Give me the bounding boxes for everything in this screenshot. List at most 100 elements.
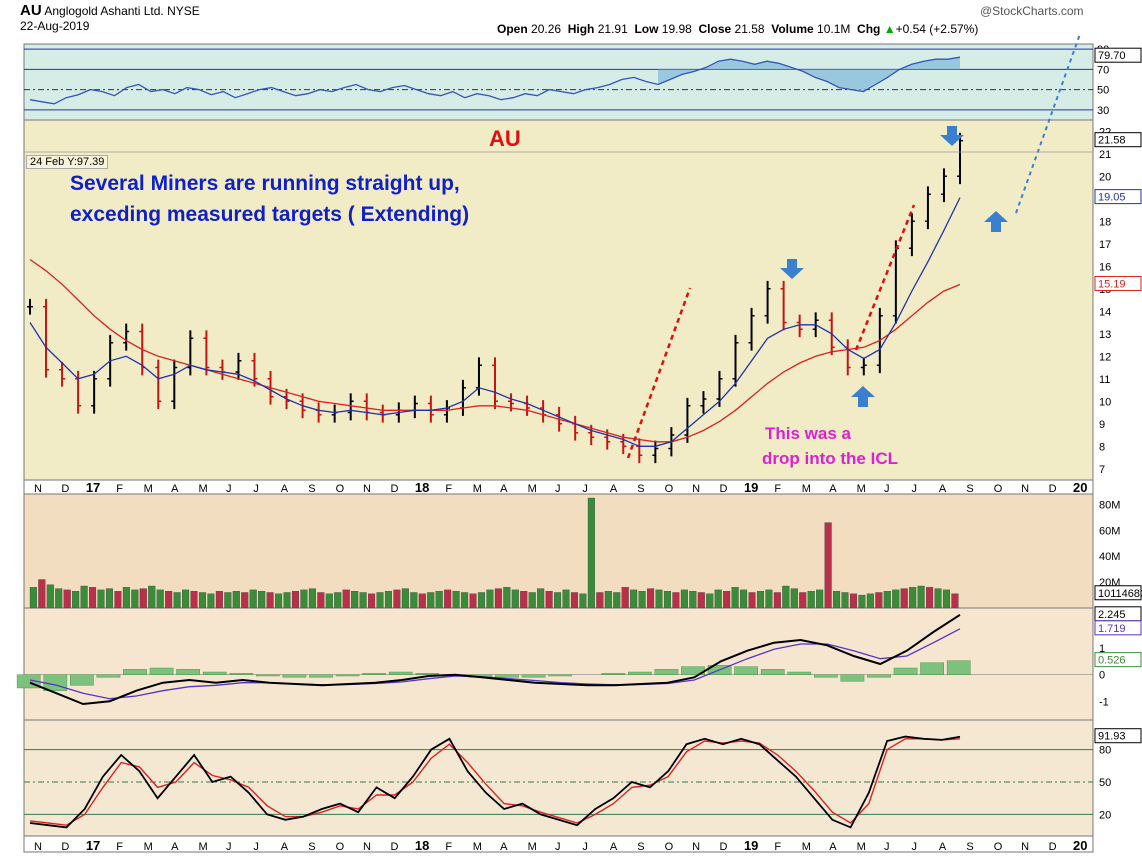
macd-histogram-bar (335, 674, 360, 677)
volume-bar (926, 587, 934, 609)
x-axis-top-tick-label: J (884, 483, 890, 495)
volume-bar (435, 591, 443, 609)
volume-bar (782, 585, 790, 609)
volume-bar (942, 589, 951, 609)
x-axis-top-tick-label: 17 (86, 480, 100, 495)
volume-last-value-box (1094, 585, 1142, 601)
price-tick-label: 10 (1099, 396, 1111, 408)
x-axis-bottom-tick-label: O (994, 841, 1003, 853)
macd-histogram-bar (309, 674, 333, 678)
open-label: Open (497, 22, 528, 36)
volume-bar (917, 585, 925, 609)
volume-bar (689, 591, 697, 609)
volume-bar (680, 589, 688, 609)
macd-histogram-bar (123, 669, 147, 675)
price-ma-fast-label: 19.05 (1098, 192, 1126, 204)
volume-bar (841, 592, 849, 609)
volume-bar (46, 584, 54, 609)
exchange: NYSE (167, 4, 200, 18)
macd-histogram-bar (282, 674, 307, 678)
x-axis-bottom-tick-label: J (911, 841, 917, 853)
volume-bar (122, 587, 130, 609)
volume-bar (731, 587, 739, 609)
x-axis-top-tick-label: N (363, 483, 371, 495)
price-close-label-box (1094, 132, 1142, 148)
price-ma-fast (29, 197, 961, 447)
volume-bar (156, 589, 164, 609)
volume-bar (756, 591, 765, 609)
volume-bar (393, 589, 401, 609)
volume-bar (80, 585, 88, 609)
price-tick-label: 16 (1099, 261, 1111, 273)
macd-histogram-bar (840, 674, 865, 682)
macd-signal-label: 1.719 (1098, 623, 1126, 635)
x-axis-strip-top (23, 479, 1094, 495)
macd-histogram-bar (867, 674, 891, 678)
macd-histogram-bar (96, 674, 121, 678)
price-tick-label: 7 (1099, 464, 1105, 476)
volume-bar (883, 591, 891, 609)
chg-label: Chg (857, 22, 881, 36)
volume-bar (418, 593, 426, 609)
x-axis-top-tick-label: A (939, 483, 947, 495)
volume-bar (258, 591, 266, 609)
up-arrow-icon (851, 386, 875, 407)
x-axis-top-tick-label: M (144, 483, 153, 495)
volume-bar (29, 587, 37, 609)
volume-bar (249, 589, 257, 609)
volume-bar (824, 522, 832, 609)
x-axis-bottom-tick-label: D (720, 841, 728, 853)
x-axis-top-tick-label: M (802, 483, 811, 495)
x-axis-top-tick-label: N (34, 483, 42, 495)
macd-hist-label: 0.526 (1098, 655, 1126, 667)
volume-bar (232, 591, 240, 609)
rsi-tick-label: 50 (1097, 85, 1109, 97)
volume-bar (833, 591, 841, 609)
volume-bar (182, 589, 190, 609)
volume-bar (562, 589, 570, 609)
macd-histogram-bar (43, 674, 68, 691)
x-axis-bottom-tick-label: F (445, 841, 452, 853)
volume-bar (427, 592, 435, 609)
volume-bar (909, 587, 917, 609)
macd-value-label: 2.245 (1098, 609, 1126, 621)
high-label: High (567, 22, 595, 36)
chart-title: AU Anglogold Ashanti Ltd. NYSE (20, 2, 200, 19)
chg-value: +0.54 (+2.57%) (895, 22, 979, 36)
volume-bar (714, 589, 722, 609)
down-arrow-icon (780, 259, 804, 279)
macd-tick-label: 1 (1099, 643, 1105, 655)
volume-bar (520, 591, 528, 609)
volume-bar (537, 588, 545, 609)
x-axis-top-tick-label: D (720, 483, 728, 495)
x-axis-bottom-tick-label: N (1021, 841, 1029, 853)
x-axis-top-tick-label: M (199, 483, 208, 495)
x-axis-bottom-tick-label: 17 (86, 838, 100, 853)
volume-bar (334, 592, 342, 609)
x-axis-bottom-tick-label: J (884, 841, 890, 853)
volume-bar (114, 591, 122, 609)
volume-bar (740, 589, 748, 609)
volume-bar (655, 589, 663, 609)
x-axis-bottom-tick-label: M (473, 841, 482, 853)
volume-bar (317, 592, 325, 609)
volume-bar (587, 497, 595, 609)
chart-date: 22-Aug-2019 (20, 19, 90, 33)
stoch-last-value-box (1094, 728, 1142, 744)
volume-bar (97, 589, 105, 609)
price-tick-label: 11 (1099, 374, 1110, 386)
close-value: 21.58 (734, 22, 765, 36)
open-value: 20.26 (531, 22, 562, 36)
macd-histogram-bar (654, 669, 679, 675)
x-axis-top-tick-label: J (253, 483, 258, 495)
x-axis-bottom-tick-label: A (171, 841, 179, 853)
macd-histogram-bar (256, 674, 280, 677)
x-axis-top-tick-label: F (116, 483, 123, 495)
volume-bar (545, 591, 553, 609)
volume-bar (799, 592, 807, 609)
volume-last-value: 10114680 (1098, 588, 1142, 600)
macd-histogram-bar (548, 674, 572, 677)
x-axis-top-tick-label: J (582, 483, 588, 495)
x-axis-bottom-tick-label: S (966, 841, 973, 853)
volume-tick-label: 40M (1099, 551, 1120, 563)
